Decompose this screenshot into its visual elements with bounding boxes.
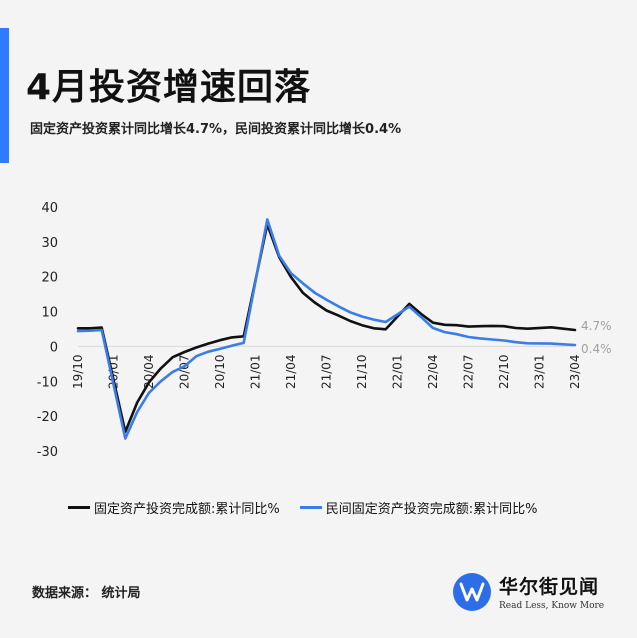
x-tick-label: 21/01 [249,354,263,389]
x-tick-label: 22/01 [391,354,405,389]
x-tick-label: 22/04 [426,354,440,389]
y-tick-label: -30 [37,445,58,460]
legend: 固定资产投资完成额:累计同比% 民间固定资产投资完成额:累计同比% [68,498,557,517]
page-subtitle: 固定资产投资累计同比增长4.7%，民间投资累计同比增长0.4% [30,122,402,137]
x-tick-label: 23/01 [533,354,547,389]
legend-label-private: 民间固定资产投资完成额:累计同比% [325,502,538,517]
x-tick-label: 20/07 [178,354,192,389]
end-labels: 4.7% 0.4% [581,319,612,356]
x-tick-label: 21/07 [320,354,334,389]
legend-item-private: 民间固定资产投资完成额:累计同比% [299,498,538,517]
x-axis: 19/10 20/01 20/04 20/07 20/10 21/01 21/04 21/07… [71,354,582,389]
x-tick-label: 19/10 [71,354,85,389]
y-tick-label: -20 [37,410,58,425]
x-tick-label: 21/10 [355,354,369,389]
brand-tagline: Read Less, Know More [499,601,605,611]
brand: 华尔街见闻 Read Less, Know More [453,572,604,611]
x-tick-label: 20/04 [142,354,156,389]
y-tick-label: 10 [41,306,58,321]
accent-bar [0,28,9,163]
legend-swatch-fixed-asset [68,506,90,509]
y-axis: 40 30 20 10 0 -10 -20 -30 [37,201,58,460]
brand-name: 华尔街见闻 [499,576,600,598]
legend-label-fixed-asset: 固定资产投资完成额:累计同比% [94,502,280,517]
legend-swatch-private [299,506,322,509]
x-tick-label: 22/07 [462,354,476,389]
series-line-fixed-asset [76,223,577,434]
x-tick-label: 21/04 [284,354,298,389]
x-tick-label: 23/04 [568,354,582,389]
y-tick-label: 40 [41,201,58,216]
series-line-private [76,218,577,440]
data-source: 数据来源： 统计局 [32,586,141,601]
y-tick-label: 0 [50,340,58,355]
x-tick-label: 20/10 [213,354,227,389]
y-tick-label: -10 [37,375,58,390]
y-tick-label: 30 [41,236,58,251]
end-label: 4.7% [581,319,612,333]
series-lines [76,218,577,440]
brand-logo-icon [453,572,491,611]
end-label: 0.4% [581,342,612,356]
y-tick-label: 20 [41,271,58,286]
page-title: 4月投资增速回落 [26,67,312,108]
x-tick-label: 22/10 [497,354,511,389]
legend-item-fixed-asset: 固定资产投资完成额:累计同比% [68,498,280,517]
